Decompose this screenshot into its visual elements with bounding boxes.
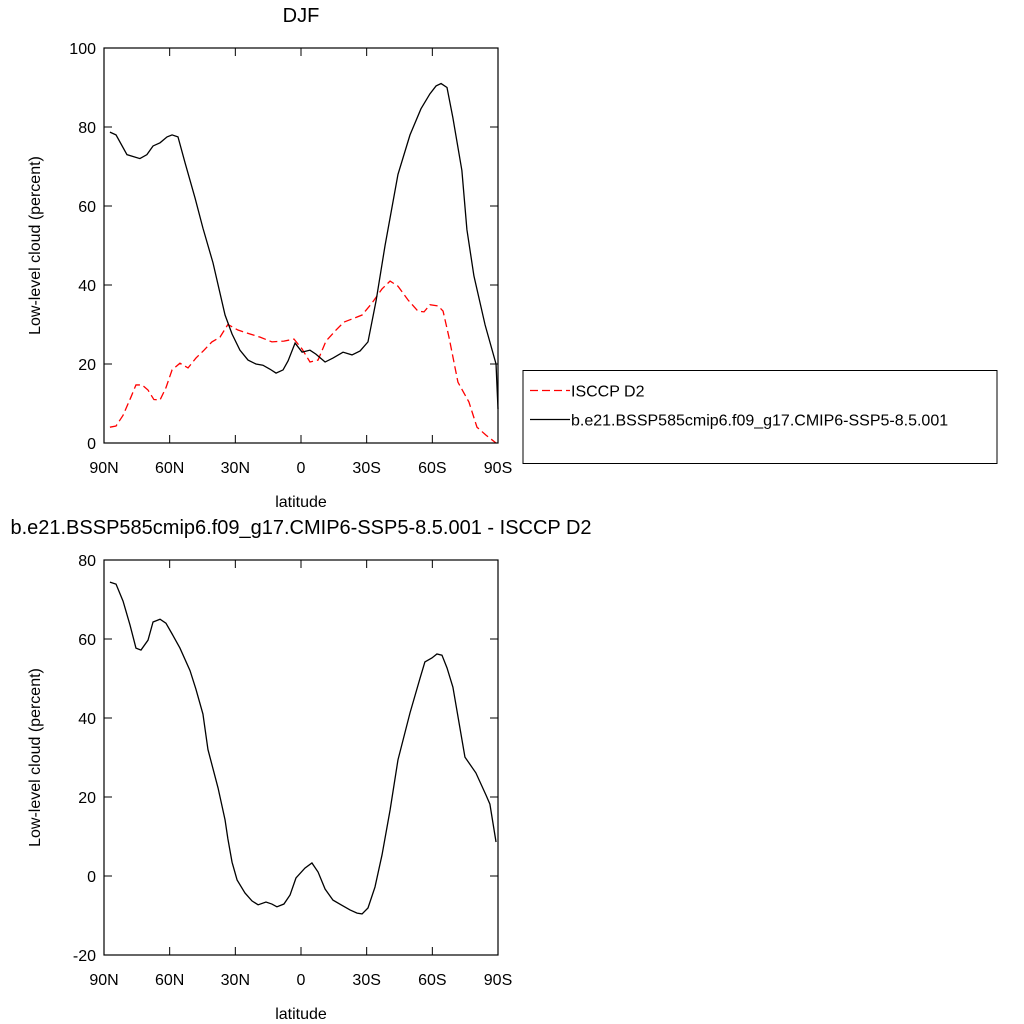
x-tick-label: 90S (484, 972, 512, 989)
y-tick-label: 100 (69, 41, 96, 58)
y-tick-label: 80 (78, 553, 96, 570)
chart-title: b.e21.BSSP585cmip6.f09_g17.CMIP6-SSP5-8.… (10, 517, 591, 539)
y-axis-label: Low-level cloud (percent) (27, 156, 44, 335)
x-tick-label: 90N (89, 460, 118, 477)
series-line (109, 280, 497, 444)
y-axis-label: Low-level cloud (percent) (27, 668, 44, 847)
plot-frame (103, 559, 499, 956)
x-axis-label: latitude (275, 494, 327, 511)
y-tick-label: 0 (87, 869, 96, 886)
plot-frame (103, 47, 499, 444)
legend-box (522, 370, 998, 464)
x-tick-label: 30N (221, 460, 250, 477)
x-tick-label: 60N (155, 972, 184, 989)
series-line (109, 82, 499, 410)
x-tick-label: 90S (484, 460, 512, 477)
x-tick-label: 30S (352, 460, 380, 477)
y-tick-label: 60 (78, 632, 96, 649)
legend-label: ISCCP D2 (571, 384, 645, 401)
y-tick-label: 80 (78, 120, 96, 137)
chart-title: DJF (283, 5, 320, 27)
x-tick-label: 60S (418, 460, 446, 477)
x-tick-label: 60N (155, 460, 184, 477)
y-tick-label: 20 (78, 357, 96, 374)
y-tick-label: 40 (78, 278, 96, 295)
x-tick-label: 0 (297, 972, 306, 989)
y-tick-label: 40 (78, 711, 96, 728)
x-tick-label: 30N (221, 972, 250, 989)
series-line (109, 581, 497, 915)
x-tick-label: 30S (352, 972, 380, 989)
y-tick-label: 60 (78, 199, 96, 216)
y-tick-label: 20 (78, 790, 96, 807)
x-tick-label: 90N (89, 972, 118, 989)
x-tick-label: 60S (418, 972, 446, 989)
legend-label: b.e21.BSSP585cmip6.f09_g17.CMIP6-SSP5-8.… (571, 413, 948, 430)
x-axis-label: latitude (275, 1006, 327, 1023)
y-tick-label: -20 (73, 948, 96, 965)
x-tick-label: 0 (297, 460, 306, 477)
y-tick-label: 0 (87, 436, 96, 453)
